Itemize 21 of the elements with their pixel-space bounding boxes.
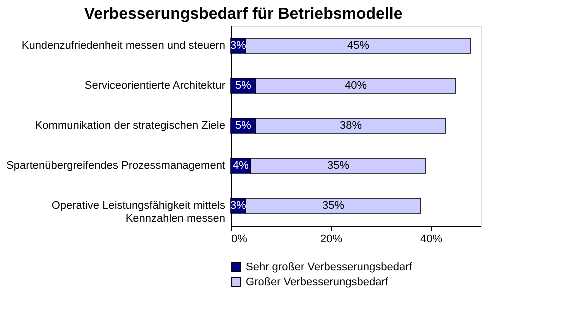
y-tick-label: Kundenzufriedenheit messen und steuern (22, 40, 226, 52)
y-tick-label: Spartenübergreifendes Prozessmanagement (6, 160, 226, 172)
data-label: 45% (347, 40, 370, 52)
data-label: 35% (322, 200, 345, 212)
data-label: 3% (230, 40, 247, 52)
legend-label: Sehr großer Verbesserungsbedarf (246, 262, 414, 274)
data-label: 5% (236, 120, 252, 132)
data-label: 5% (236, 80, 252, 92)
data-label: 4% (233, 160, 250, 172)
legend-label: Großer Verbesserungsbedarf (246, 276, 390, 288)
x-tick-label: 0% (232, 234, 248, 246)
y-tick-label: Serviceorientierte Architektur (84, 80, 226, 92)
x-tick-label: 20% (320, 234, 343, 246)
y-tick-label: Operative Leistungsfähigkeit mittels Kennzahlen messen (52, 200, 226, 225)
y-tick-label: Kommunikation der strategischen Ziele (35, 120, 226, 132)
data-label: 35% (327, 160, 350, 172)
data-label: 3% (230, 200, 247, 212)
chart-title: Verbesserungsbedarf für Betriebsmodelle (84, 6, 403, 23)
data-label: 40% (344, 80, 368, 92)
x-tick-label: 40% (420, 234, 443, 246)
data-label: 38% (340, 120, 362, 132)
